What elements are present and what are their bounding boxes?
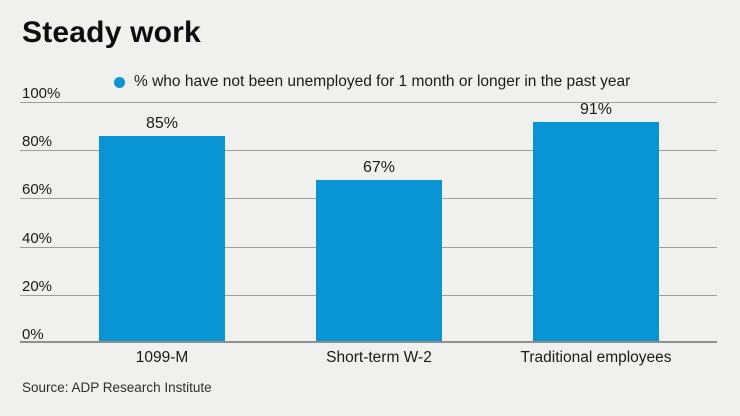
bar <box>99 136 225 341</box>
gridline-100 <box>20 102 717 103</box>
y-tick-label: 100% <box>22 85 61 102</box>
bar-group: 67% <box>316 159 442 341</box>
bar-value-label: 85% <box>145 115 179 133</box>
bar-group: 85% <box>99 115 225 341</box>
source-note: Source: ADP Research Institute <box>22 380 212 395</box>
x-tick-label: Short-term W-2 <box>326 349 432 366</box>
plot-area: 100% 80% 60% 40% 20% 0% 85% 67% 91% <box>20 85 717 343</box>
y-tick-label: 20% <box>22 278 53 295</box>
y-tick-label: 80% <box>22 133 53 150</box>
y-tick-label: 60% <box>22 181 53 198</box>
legend-label: % who have not been unemployed for 1 mon… <box>134 73 631 90</box>
bar-value-label: 91% <box>579 100 613 118</box>
bar <box>533 121 659 341</box>
bar <box>316 179 442 341</box>
legend-dot-icon <box>114 76 125 88</box>
x-axis-labels: 1099-M Short-term W-2 Traditional employ… <box>20 349 717 369</box>
gridline-80 <box>20 150 717 151</box>
x-tick-label: 1099-M <box>135 349 189 366</box>
bar-group: 91% <box>533 101 659 341</box>
y-tick-label: 0% <box>22 326 44 343</box>
x-tick-label: Traditional employees <box>520 349 672 366</box>
bar-value-label: 67% <box>362 158 396 176</box>
legend: % who have not been unemployed for 1 mon… <box>114 73 630 91</box>
chart-title: Steady work <box>22 16 201 49</box>
y-tick-label: 40% <box>22 230 53 247</box>
